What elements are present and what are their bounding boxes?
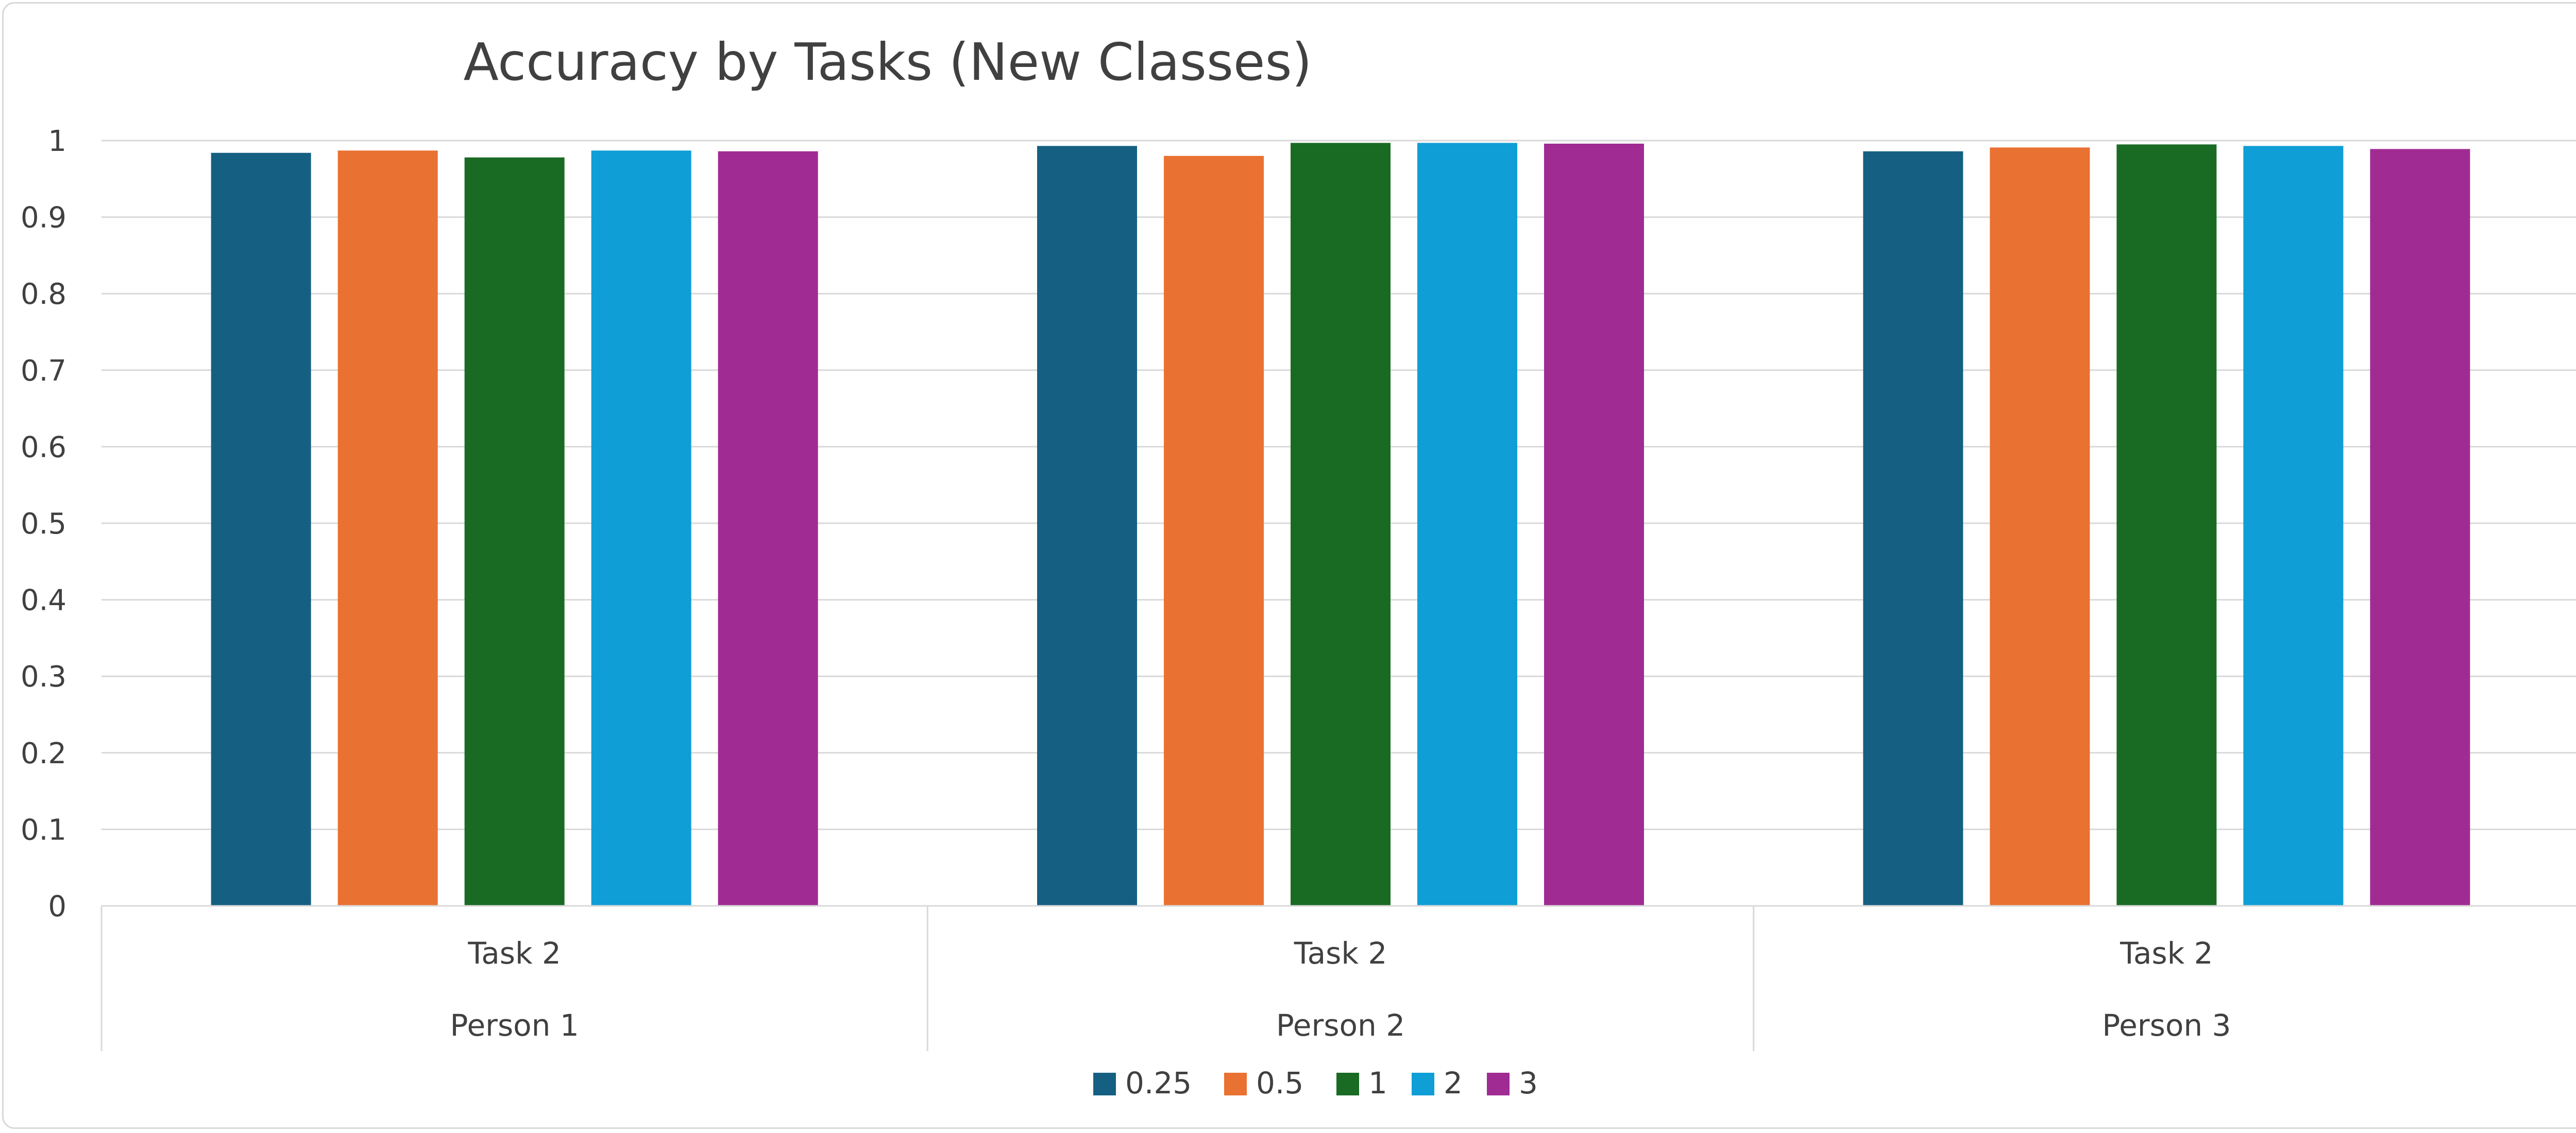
y-tick-label: 1 xyxy=(48,125,66,158)
bar-0.5-cat3 xyxy=(1990,147,2090,906)
legend-label-0.5: 0.5 xyxy=(1256,1066,1303,1101)
y-tick-label: 0.7 xyxy=(21,354,66,388)
bar-0.25-cat3 xyxy=(1863,151,1963,906)
legend-label-0.25: 0.25 xyxy=(1125,1066,1192,1101)
legend-swatch-3 xyxy=(1487,1073,1510,1095)
y-tick-label: 0.1 xyxy=(21,813,66,847)
bar-1-cat2 xyxy=(1291,143,1391,906)
x-person-label: Person 1 xyxy=(450,1008,579,1043)
y-tick-label: 0 xyxy=(48,890,66,923)
bar-2-cat2 xyxy=(1417,143,1517,906)
bar-1-cat1 xyxy=(464,157,565,906)
bar-3-cat1 xyxy=(718,151,818,906)
y-tick-label: 0.9 xyxy=(21,201,66,235)
bar-0.5-cat1 xyxy=(337,150,438,906)
y-tick-label: 0.4 xyxy=(21,584,66,617)
y-tick-label: 0.6 xyxy=(21,431,66,464)
bar-0.25-cat1 xyxy=(211,152,311,906)
legend-label-3: 3 xyxy=(1519,1066,1538,1101)
x-task-label: Task 2 xyxy=(2120,936,2213,971)
legend-swatch-1 xyxy=(1336,1073,1359,1095)
x-task-label: Task 2 xyxy=(467,936,561,971)
legend-swatch-2 xyxy=(1412,1073,1434,1095)
x-person-label: Person 2 xyxy=(1276,1008,1405,1043)
legend-label-1: 1 xyxy=(1368,1066,1387,1101)
bar-0.5-cat2 xyxy=(1164,156,1264,906)
bars xyxy=(211,143,2470,906)
legend-swatch-0.5 xyxy=(1224,1073,1247,1095)
chart-svg: Accuracy by Tasks (New Classes) 00.10.20… xyxy=(21,32,2576,1101)
y-axis-tick-labels: 0 0.1 0.2 0.3 0.4 0.5 0.6 0.7 0.8 0.9 1 xyxy=(21,125,66,923)
y-tick-label: 0.5 xyxy=(21,507,66,541)
bar-3-cat2 xyxy=(1544,143,1644,906)
legend-label-2: 2 xyxy=(1444,1066,1463,1101)
y-tick-label: 0.2 xyxy=(21,737,66,770)
x-task-label: Task 2 xyxy=(1294,936,1387,971)
chart-title: Accuracy by Tasks (New Classes) xyxy=(463,32,1312,92)
bar-3-cat3 xyxy=(2370,149,2470,906)
legend-swatch-0.25 xyxy=(1093,1073,1116,1095)
bar-2-cat1 xyxy=(591,150,691,906)
legend: 0.25 0.5 1 2 3 xyxy=(1093,1066,1538,1101)
y-tick-label: 0.3 xyxy=(21,660,66,694)
x-person-label: Person 3 xyxy=(2102,1008,2231,1043)
bar-2-cat3 xyxy=(2243,146,2344,906)
bar-1-cat3 xyxy=(2116,144,2217,906)
y-tick-label: 0.8 xyxy=(21,278,66,311)
bar-0.25-cat2 xyxy=(1037,146,1137,906)
x-axis: Task 2 Person 1 Task 2 Person 2 Task 2 Person… xyxy=(100,905,2576,1051)
